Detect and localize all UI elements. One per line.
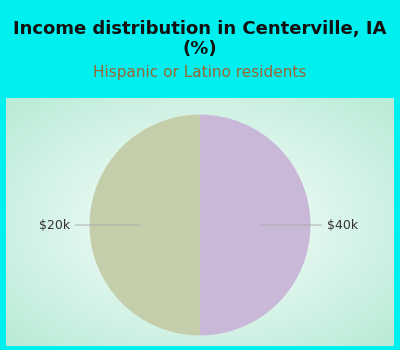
Wedge shape [90, 114, 200, 335]
Text: Income distribution in Centerville, IA
(%): Income distribution in Centerville, IA (… [13, 20, 387, 58]
Wedge shape [200, 114, 310, 335]
Text: $20k: $20k [38, 218, 140, 231]
Text: Hispanic or Latino residents: Hispanic or Latino residents [93, 65, 307, 80]
Text: $40k: $40k [260, 218, 358, 231]
